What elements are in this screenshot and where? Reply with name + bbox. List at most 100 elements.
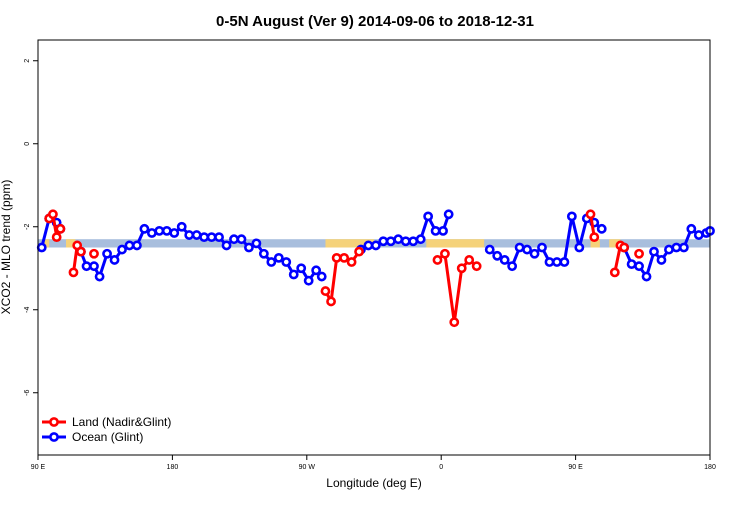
ocean-point-1-29 — [288, 269, 299, 280]
ocean-point-2-3 — [378, 236, 389, 247]
ocean-point-4-9 — [686, 223, 697, 234]
ocean-point-3-3 — [507, 261, 518, 272]
ocean-point-1-7 — [124, 240, 135, 251]
land-point-5-1 — [589, 232, 600, 243]
legend-marker-land — [49, 417, 59, 427]
ocean-point-2-9 — [423, 211, 434, 222]
ocean-point-3-5 — [522, 244, 532, 255]
ocean-point-1-30 — [296, 263, 307, 274]
land-point-0-2 — [51, 232, 62, 243]
ocean-point-1-8 — [132, 240, 142, 251]
band-land-4 — [426, 239, 485, 248]
x-tick-label-1: 180 — [167, 464, 179, 471]
ocean-point-1-31 — [303, 275, 314, 286]
land-point-4-4 — [464, 255, 475, 265]
ocean-point-1-28 — [281, 257, 292, 267]
land-point-4-3 — [456, 263, 467, 274]
land-point-3-5 — [354, 246, 364, 257]
chart-title: 0-5N August (Ver 9) 2014-09-06 to 2018-1… — [216, 13, 534, 30]
band-land-1 — [43, 239, 50, 248]
y-tick-label-1: 0 — [24, 142, 31, 146]
ocean-point-4-5 — [656, 255, 667, 265]
ocean-point-4-6 — [664, 244, 674, 255]
ocean-point-3-10 — [559, 257, 570, 267]
ocean-point-2-1 — [363, 240, 374, 251]
ocean-point-1-13 — [169, 228, 180, 238]
ocean-point-1-23 — [244, 242, 254, 253]
ocean-point-2-10 — [430, 225, 441, 236]
ocean-point-4-2 — [634, 261, 644, 272]
y-tick-label-0: 2 — [24, 59, 31, 63]
y-tick-label-4: -6 — [24, 390, 31, 396]
ocean-point-1-27 — [273, 252, 284, 263]
ocean-point-1-12 — [161, 225, 172, 236]
ocean-point-1-14 — [176, 221, 187, 232]
legend: Land (Nadir&Glint)Ocean (Glint) — [42, 415, 171, 444]
ocean-point-3-1 — [492, 250, 503, 261]
land-point-3-4 — [346, 257, 357, 267]
ocean-point-1-20 — [221, 240, 232, 251]
ocean-point-1-9 — [139, 223, 150, 234]
x-axis: 90 E 180 90 W 0 90 E 180 — [31, 455, 716, 471]
ocean-point-3-4 — [514, 242, 525, 253]
ocean-point-1-3 — [94, 271, 105, 282]
ocean-point-4-3 — [641, 271, 652, 282]
land-point-7-0 — [634, 248, 644, 259]
ocean-point-1-10 — [146, 228, 157, 238]
ocean-point-3-7 — [537, 242, 547, 253]
legend-marker-ocean — [49, 432, 59, 442]
ocean-point-1-18 — [206, 232, 217, 243]
land-point-3-2 — [331, 252, 342, 263]
land-point-4-2 — [449, 317, 460, 328]
ocean-point-4-1 — [626, 259, 637, 269]
series-land — [44, 209, 644, 328]
y-axis: 2 0 -2 -4 -6 — [24, 59, 38, 396]
x-tick-label-0: 90 E — [31, 464, 46, 471]
ocean-point-3-6 — [529, 248, 540, 259]
ocean-point-1-26 — [266, 257, 277, 267]
band-land-5 — [590, 239, 600, 248]
ocean-point-4-10 — [693, 230, 704, 240]
ocean-point-2-6 — [400, 236, 411, 247]
land-point-0-3 — [55, 223, 66, 234]
ocean-point-1-1 — [81, 261, 92, 272]
band-land-3 — [325, 239, 374, 248]
ocean-point-3-8 — [544, 257, 555, 267]
ocean-point-1-16 — [191, 230, 202, 240]
land-point-2-0 — [89, 248, 99, 259]
ocean-point-2-5 — [393, 234, 404, 245]
land-point-4-1 — [440, 248, 450, 259]
y-axis-label: XCO2 - MLO trend (ppm) — [0, 180, 13, 315]
ocean-point-1-24 — [251, 238, 262, 249]
ocean-point-4-7 — [671, 242, 682, 253]
ocean-point-1-21 — [229, 234, 239, 245]
ocean-point-3-12 — [574, 242, 585, 253]
y-tick-label-2: -2 — [24, 224, 31, 230]
y-tick-label-3: -4 — [24, 307, 31, 313]
land-point-6-0 — [609, 267, 620, 278]
ocean-point-3-11 — [566, 211, 577, 222]
legend-label-ocean: Ocean (Glint) — [72, 430, 143, 444]
ocean-point-1-33 — [316, 271, 327, 282]
x-tick-label-4: 90 E — [568, 464, 583, 471]
ocean-point-2-11 — [438, 225, 448, 236]
land-point-4-5 — [471, 261, 482, 272]
ocean-point-1-25 — [258, 248, 269, 259]
ocean-point-3-0 — [484, 244, 495, 255]
ocean-point-1-6 — [117, 244, 127, 255]
x-tick-label-5: 180 — [704, 464, 716, 471]
land-point-1-0 — [68, 267, 79, 278]
ocean-point-1-22 — [236, 234, 247, 245]
ocean-point-0-0 — [36, 242, 47, 253]
band-land-6 — [609, 239, 621, 248]
land-point-6-2 — [619, 242, 630, 253]
ocean-point-1-19 — [214, 232, 224, 243]
ocean-point-1-2 — [89, 261, 99, 272]
legend-label-land: Land (Nadir&Glint) — [72, 415, 171, 429]
land-point-3-3 — [339, 252, 350, 263]
land-point-0-1 — [48, 209, 58, 220]
x-tick-label-3: 0 — [439, 464, 443, 471]
ocean-point-2-7 — [408, 236, 419, 247]
data-series — [36, 209, 715, 328]
